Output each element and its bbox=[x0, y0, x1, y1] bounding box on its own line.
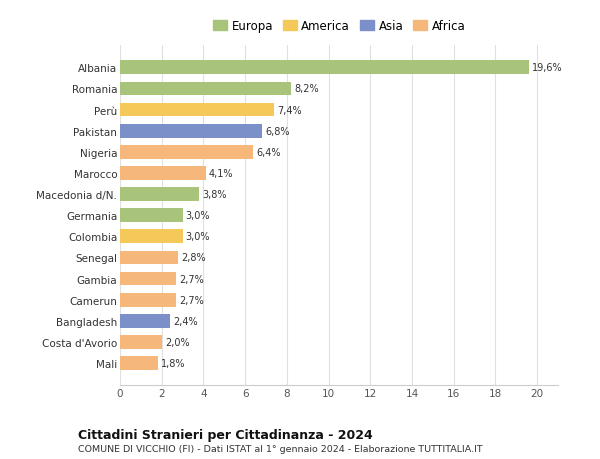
Legend: Europa, America, Asia, Africa: Europa, America, Asia, Africa bbox=[211, 18, 467, 35]
Bar bbox=[120, 62, 529, 75]
Bar bbox=[120, 272, 176, 286]
Bar bbox=[120, 336, 162, 349]
Bar bbox=[120, 314, 170, 328]
Text: 8,2%: 8,2% bbox=[294, 84, 319, 94]
Text: Cittadini Stranieri per Cittadinanza - 2024: Cittadini Stranieri per Cittadinanza - 2… bbox=[78, 428, 373, 441]
Text: 2,0%: 2,0% bbox=[165, 337, 190, 347]
Bar bbox=[120, 124, 262, 138]
Text: 2,8%: 2,8% bbox=[182, 253, 206, 263]
Bar bbox=[120, 103, 274, 117]
Bar bbox=[120, 167, 206, 180]
Text: 7,4%: 7,4% bbox=[277, 106, 302, 115]
Text: 6,4%: 6,4% bbox=[257, 147, 281, 157]
Text: 3,0%: 3,0% bbox=[186, 211, 210, 221]
Bar bbox=[120, 357, 158, 370]
Text: 2,4%: 2,4% bbox=[173, 316, 198, 326]
Text: 19,6%: 19,6% bbox=[532, 63, 563, 73]
Text: 2,7%: 2,7% bbox=[179, 274, 204, 284]
Bar bbox=[120, 251, 178, 265]
Bar bbox=[120, 209, 182, 223]
Text: 4,1%: 4,1% bbox=[209, 168, 233, 179]
Text: 2,7%: 2,7% bbox=[179, 295, 204, 305]
Text: 3,8%: 3,8% bbox=[202, 190, 227, 200]
Bar bbox=[120, 146, 253, 159]
Text: 3,0%: 3,0% bbox=[186, 232, 210, 242]
Text: 1,8%: 1,8% bbox=[161, 358, 185, 368]
Bar bbox=[120, 293, 176, 307]
Text: 6,8%: 6,8% bbox=[265, 126, 289, 136]
Bar bbox=[120, 230, 182, 244]
Bar bbox=[120, 188, 199, 202]
Bar bbox=[120, 83, 291, 96]
Text: COMUNE DI VICCHIO (FI) - Dati ISTAT al 1° gennaio 2024 - Elaborazione TUTTITALIA: COMUNE DI VICCHIO (FI) - Dati ISTAT al 1… bbox=[78, 444, 482, 453]
